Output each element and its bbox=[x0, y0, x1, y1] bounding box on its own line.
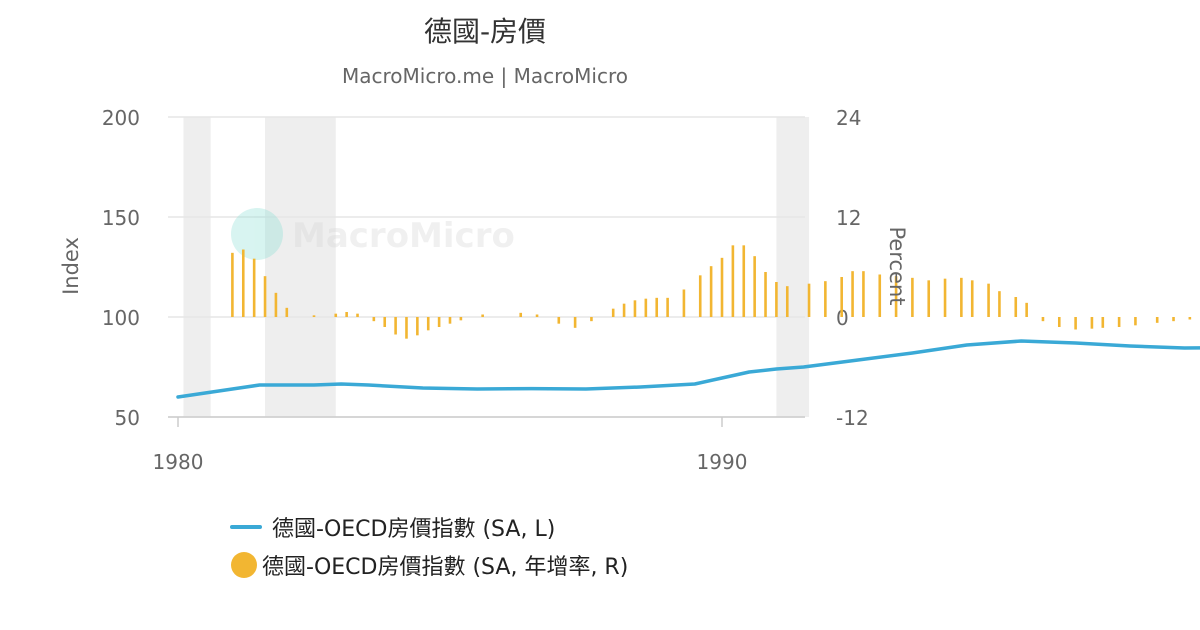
y-right-axis-title: Percent bbox=[885, 226, 909, 305]
yoy-bar bbox=[405, 317, 408, 339]
yoy-bar bbox=[372, 317, 376, 322]
yoy-bar bbox=[274, 292, 278, 317]
yoy-bar bbox=[252, 258, 256, 317]
yoy-bar bbox=[426, 317, 430, 331]
yoy-bar bbox=[1155, 317, 1159, 323]
y-right-tick-label: 0 bbox=[836, 306, 849, 330]
yoy-bar bbox=[1057, 317, 1061, 327]
watermark-logo-icon bbox=[231, 208, 283, 260]
yoy-bar bbox=[535, 314, 539, 317]
recession-band bbox=[183, 117, 211, 417]
yoy-bar bbox=[1025, 302, 1028, 317]
yoy-bar bbox=[911, 277, 914, 317]
yoy-bar bbox=[312, 315, 316, 317]
y-right-tick-label: 24 bbox=[836, 106, 861, 130]
yoy-bar bbox=[644, 298, 648, 317]
yoy-bar bbox=[785, 286, 789, 317]
yoy-bar bbox=[862, 271, 865, 317]
yoy-bar bbox=[448, 317, 452, 324]
y-left-tick-label: 50 bbox=[115, 406, 140, 430]
legend-circle-marker bbox=[231, 552, 257, 578]
y-left-axis-title: Index bbox=[59, 237, 83, 295]
yoy-bar bbox=[481, 314, 484, 317]
yoy-bar bbox=[285, 307, 289, 317]
legend: 德國-OECD房價指數 (SA, L) 德國-OECD房價指數 (SA, 年增率… bbox=[230, 508, 628, 584]
chart-subtitle: MacroMicro.me | MacroMicro bbox=[342, 64, 628, 88]
yoy-bar bbox=[573, 317, 577, 328]
yoy-bar bbox=[1014, 297, 1018, 317]
x-tick-label: 1990 bbox=[697, 450, 748, 474]
yoy-bar bbox=[1101, 317, 1105, 328]
legend-line-marker bbox=[230, 525, 262, 529]
yoy-bar bbox=[557, 317, 561, 324]
yoy-bar bbox=[437, 317, 441, 327]
yoy-bar bbox=[851, 271, 854, 317]
yoy-bar bbox=[345, 312, 348, 317]
yoy-bar bbox=[753, 256, 756, 317]
y-left-tick-label: 100 bbox=[102, 306, 140, 330]
yoy-bar bbox=[742, 245, 746, 317]
yoy-bar bbox=[519, 312, 523, 317]
yoy-bar bbox=[824, 281, 827, 317]
yoy-bar bbox=[383, 317, 387, 327]
yoy-bar bbox=[775, 282, 778, 317]
yoy-bar bbox=[764, 272, 767, 317]
y-right-tick-label: 12 bbox=[836, 206, 861, 230]
yoy-bar bbox=[987, 283, 990, 317]
legend-label-index: 德國-OECD房價指數 (SA, L) bbox=[272, 517, 556, 542]
yoy-bar bbox=[1188, 317, 1192, 320]
yoy-bar bbox=[1041, 317, 1045, 322]
yoy-bar bbox=[1172, 317, 1175, 322]
yoy-bar bbox=[1074, 317, 1077, 330]
yoy-bar bbox=[416, 317, 419, 336]
yoy-bar bbox=[633, 300, 637, 317]
yoy-bar bbox=[709, 266, 713, 317]
yoy-bar bbox=[655, 297, 659, 317]
recession-band bbox=[776, 117, 810, 417]
y-right-tick-label: -12 bbox=[836, 406, 869, 430]
y-left-tick-label: 150 bbox=[102, 206, 140, 230]
yoy-bar bbox=[943, 278, 947, 317]
yoy-bar bbox=[840, 277, 843, 317]
y-left-tick-label: 200 bbox=[102, 106, 140, 130]
chart-title: 德國-房價 bbox=[423, 15, 547, 48]
yoy-bar bbox=[622, 303, 626, 317]
yoy-bar bbox=[927, 280, 931, 317]
yoy-bar bbox=[1117, 317, 1121, 327]
yoy-bar bbox=[611, 308, 615, 317]
yoy-bar bbox=[720, 257, 724, 317]
yoy-bar bbox=[334, 313, 338, 317]
x-tick-label: 1980 bbox=[153, 450, 204, 474]
watermark: MacroMicro bbox=[231, 208, 515, 260]
yoy-bar bbox=[231, 252, 234, 317]
yoy-bar bbox=[731, 245, 735, 317]
yoy-bar bbox=[682, 289, 686, 317]
yoy-bar bbox=[960, 277, 963, 317]
legend-item-yoy[interactable]: 德國-OECD房價指數 (SA, 年增率, R) bbox=[230, 546, 628, 584]
yoy-bar bbox=[590, 317, 593, 322]
yoy-bar bbox=[878, 274, 882, 317]
yoy-bar bbox=[1134, 317, 1137, 326]
yoy-bar bbox=[807, 283, 811, 317]
yoy-bar bbox=[356, 313, 359, 317]
yoy-bar bbox=[666, 297, 669, 317]
index-line bbox=[176, 339, 1200, 399]
yoy-bar bbox=[970, 280, 974, 317]
yoy-bar bbox=[263, 276, 267, 317]
legend-label-yoy: 德國-OECD房價指數 (SA, 年增率, R) bbox=[262, 555, 629, 580]
yoy-bar bbox=[698, 275, 702, 317]
legend-item-index[interactable]: 德國-OECD房價指數 (SA, L) bbox=[230, 508, 628, 546]
recession-band bbox=[265, 117, 336, 417]
watermark-text: MacroMicro bbox=[292, 216, 515, 256]
yoy-bar bbox=[394, 317, 397, 335]
yoy-bar bbox=[459, 317, 463, 321]
yoy-bar bbox=[241, 249, 245, 317]
yoy-bar bbox=[1090, 317, 1094, 329]
yoy-bar bbox=[894, 276, 898, 317]
yoy-bar bbox=[998, 291, 1001, 317]
